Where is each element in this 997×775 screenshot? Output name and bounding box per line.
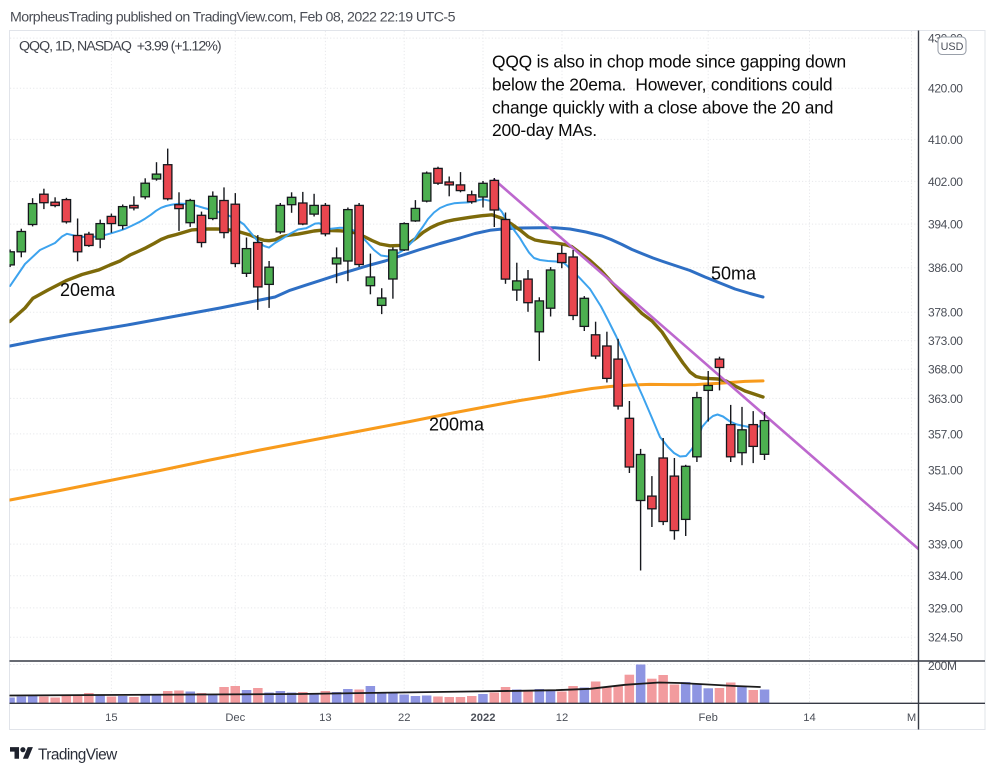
svg-text:50ma: 50ma: [711, 264, 757, 284]
svg-text:MorpheusTrading published on T: MorpheusTrading published on TradingView…: [10, 10, 456, 26]
svg-text:339.00: 339.00: [928, 538, 963, 552]
svg-text:22: 22: [398, 712, 410, 724]
svg-text:13: 13: [319, 712, 331, 724]
svg-text:14: 14: [803, 712, 815, 724]
svg-text:373.00: 373.00: [928, 334, 963, 348]
svg-text:Feb: Feb: [699, 712, 718, 724]
svg-text:QQQ, 1D, NASDAQ +3.99 (+1.12%: QQQ, 1D, NASDAQ +3.99 (+1.12%): [19, 39, 221, 55]
svg-text:386.00: 386.00: [928, 261, 963, 275]
svg-text:329.00: 329.00: [928, 601, 963, 615]
svg-text:394.00: 394.00: [928, 218, 963, 232]
svg-text:QQQ is also in chop mode since: QQQ is also in chop mode since gapping d…: [492, 52, 846, 72]
svg-text:334.00: 334.00: [928, 569, 963, 583]
svg-text:324.50: 324.50: [928, 631, 963, 645]
svg-text:change quickly with a close ab: change quickly with a close above the 20…: [492, 97, 833, 117]
svg-text:Dec: Dec: [225, 712, 245, 724]
svg-text:345.00: 345.00: [928, 500, 963, 514]
svg-text:20ema: 20ema: [60, 280, 116, 300]
svg-text:378.00: 378.00: [928, 306, 963, 320]
svg-text:200ma: 200ma: [429, 415, 485, 435]
svg-text:200M: 200M: [928, 659, 957, 673]
svg-text:357.00: 357.00: [928, 427, 963, 441]
svg-text:2022: 2022: [471, 712, 496, 724]
svg-text:USD: USD: [941, 41, 964, 53]
svg-text:15: 15: [105, 712, 117, 724]
svg-text:below the 20ema. However, con: below the 20ema. However, conditions cou…: [492, 74, 832, 94]
svg-text:368.00: 368.00: [928, 363, 963, 377]
svg-text:200-day MAs.: 200-day MAs.: [492, 120, 597, 140]
svg-text:420.00: 420.00: [928, 82, 963, 96]
svg-text:M: M: [907, 712, 916, 724]
svg-text:12: 12: [556, 712, 568, 724]
svg-text:351.00: 351.00: [928, 463, 963, 477]
svg-text:363.00: 363.00: [928, 392, 963, 406]
svg-text:410.00: 410.00: [928, 133, 963, 147]
svg-text:402.00: 402.00: [928, 175, 963, 189]
svg-text:TradingView: TradingView: [38, 747, 118, 764]
